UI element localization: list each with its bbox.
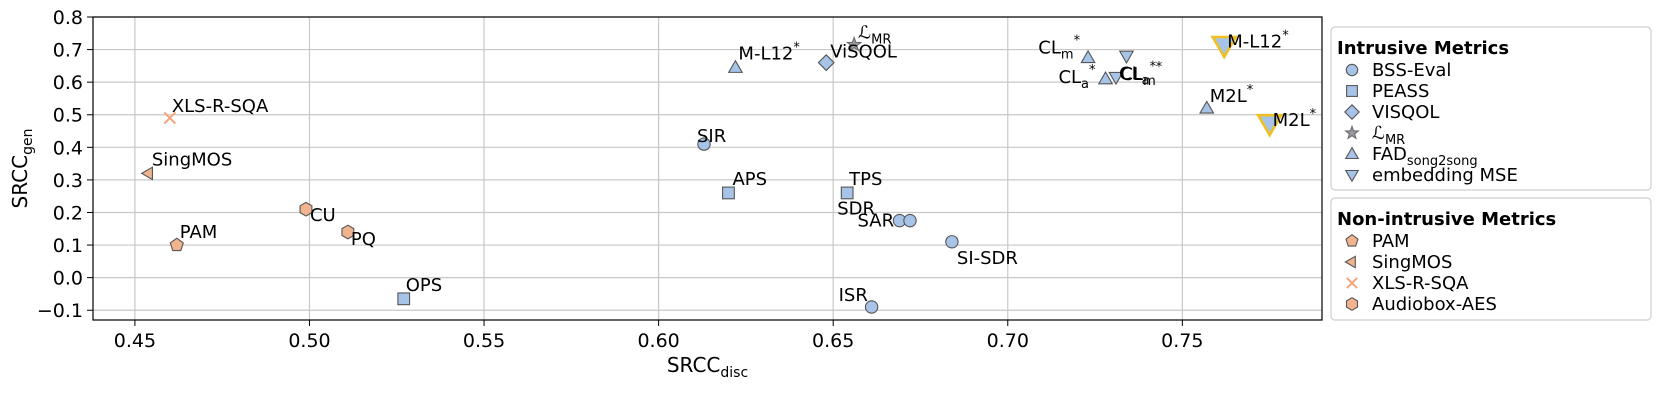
legend-entry-pam: PAM [1372,231,1410,252]
point-aps-square [722,186,735,200]
y-tick-label: 0.4 [53,137,83,159]
y-tick-label: 0.6 [53,72,83,94]
legend-entry-bss-eval: BSS-Eval [1372,60,1451,81]
point-cl-m-triangle-down [1118,50,1135,65]
label-aps: APS [732,169,767,190]
label-cu: CU [310,205,336,226]
legend-marker-singmos [1344,255,1356,269]
legend-marker-lmr [1344,124,1360,140]
y-tick-label: 0.3 [53,170,83,192]
label-sar: SAR [858,211,895,232]
legend-non-intrusive: Non-intrusive MetricsPAMSingMOSXLS-R-SQA… [1330,197,1652,321]
point-lmr-MR-star [845,35,863,52]
label-m-l12: M-L12* [738,41,800,65]
label-cl: CLa* [1058,63,1096,92]
y-tick-label: 0.1 [53,235,83,257]
legend-marker-fad [1344,146,1360,160]
legend-entry-peass: PEASS [1372,81,1429,102]
label-pq: PQ [351,229,376,250]
point-xls-r-sqa-x [163,111,177,125]
legends: Intrusive MetricsBSS-EvalPEASSVISQOLℒMRF… [1330,26,1652,321]
label-cl: CLa* [1119,59,1157,88]
label-cl: CLm* [1038,34,1080,63]
label-isr: ISR [839,285,868,306]
x-tick-label: 0.75 [1161,330,1203,352]
point-tps-square [840,186,854,200]
point-visqol-diamond [817,54,835,72]
y-axis-label: SRCCgen [8,129,36,209]
y-axis-ticks: −0.1 0.0 0.1 0.2 0.3 0.4 0.5 0.6 0.7 0.8 [37,7,93,322]
point-cl-a-triangle-up [1097,70,1114,85]
point-cl-a-triangle-down [1108,71,1124,86]
point-cu-hexagon [299,201,313,217]
point-ops-square [397,292,411,306]
point-sir-circle [697,137,711,151]
point-m-l12-triangle-down [1210,35,1239,60]
x-tick-label: 0.70 [987,330,1029,352]
legend-marker-peass [1346,85,1358,97]
legend-marker-bss-eval [1345,63,1359,77]
x-axis-label: SRCCdisc [667,353,748,381]
point-pq-hexagon [341,224,355,240]
label-m-l12: M-L12* [1227,29,1289,53]
label-tps: TPS [848,169,882,190]
legend-title: Intrusive Metrics [1337,38,1509,59]
y-tick-label: 0.8 [53,7,83,29]
label-m2l: M2L* [1273,107,1317,131]
y-tick-label: 0.0 [53,268,83,290]
y-tick-label: 0.2 [53,202,83,224]
label-ops: OPS [406,275,442,296]
legend-entry-embedding-mse: embedding MSE [1372,165,1518,186]
legend-entry-visqol: VISQOL [1372,102,1439,123]
point-cl-m-triangle-up [1080,49,1096,64]
y-tick-label: −0.1 [37,300,83,322]
legend-box [1330,197,1652,321]
legend-entry-audiobox-aes: Audiobox-AES [1372,294,1497,315]
x-tick-label: 0.65 [812,330,854,352]
legend-entry-lmr: ℒMR [1372,123,1405,148]
legend-intrusive: Intrusive MetricsBSS-EvalPEASSVISQOLℒMRF… [1330,26,1652,191]
point-m2l-triangle-down [1255,113,1284,138]
label-sir: SIR [697,126,726,147]
x-tick-label: 0.50 [288,330,330,352]
label-singmos: SingMOS [152,149,232,170]
data-points [140,35,1284,314]
label-sdr: SDR [837,199,875,220]
plot-frame [92,16,1323,321]
point-m-l12-triangle-up [727,59,744,73]
x-tick-label: 0.55 [463,330,505,352]
legend-marker-xls-r-sqa [1346,277,1358,289]
label-xls-r-sqa: XLS-R-SQA [172,96,269,117]
legend-entry-fad: FADsong2song [1372,144,1478,169]
label-m2l: M2L* [1210,83,1254,107]
legend-marker-pam [1345,234,1359,247]
label-si-sdr: SI-SDR [957,248,1018,269]
label-lmr: ℒMR [858,23,891,48]
legend-title: Non-intrusive Metrics [1337,209,1556,230]
x-axis-ticks: 0.45 0.50 0.55 0.60 0.65 0.70 0.75 [114,320,1203,352]
legend-entry-xls-r-sqa: XLS-R-SQA [1372,273,1469,294]
point-singmos-triangle-left [140,166,153,181]
x-tick-label: 0.45 [114,330,156,352]
point-pam-pentagon [169,237,184,252]
x-tick-label: 0.60 [637,330,679,352]
label-pam: PAM [180,222,218,243]
y-tick-label: 0.7 [53,40,83,62]
point-si-sdr-circle [945,235,959,249]
point-sdr-circle [903,213,917,228]
legend-box [1330,26,1652,191]
legend-marker-embedding-mse [1344,169,1360,183]
legend-marker-audiobox-aes [1345,297,1359,311]
legend-entry-singmos: SingMOS [1372,252,1452,273]
y-tick-label: 0.5 [53,105,83,127]
point-m2l-triangle-up [1199,100,1215,114]
point-isr-circle [864,300,879,314]
label-visqol: ViSQOL [830,42,897,63]
label-cl: CLm* [1120,60,1162,89]
legend-marker-visqol [1344,104,1360,120]
